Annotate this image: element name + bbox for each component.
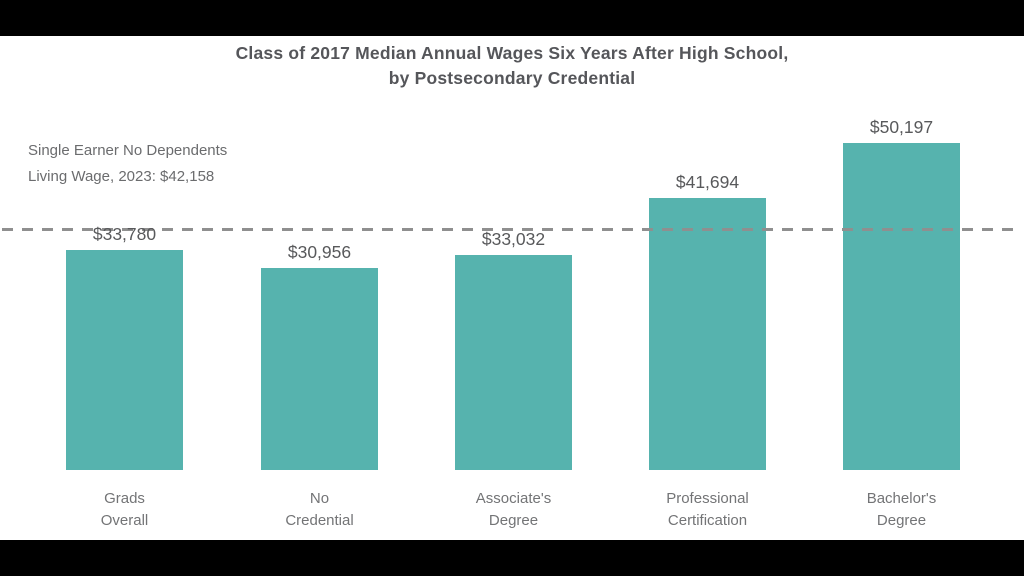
category-label-professional-certification: Professional Certification — [666, 490, 749, 529]
bar-bachelor-s-degree — [843, 143, 960, 470]
living-wage-reference-line — [2, 228, 1016, 231]
bar-value-no-credential: $30,956 — [287, 242, 352, 262]
bar-no-credential — [261, 268, 378, 470]
category-label-bachelor-s-degree: Bachelor's Degree — [866, 490, 937, 529]
bar-plot: $33,780 Grads Overall $30,956 No Credential… — [0, 36, 1024, 540]
bar-value-grads-overall: $33,780 — [92, 224, 157, 244]
reference-line-label-line1: Single Earner No Dependents — [28, 142, 228, 159]
bar-associate-s-degree — [455, 255, 572, 470]
chart-canvas: Class of 2017 Median Annual Wages Six Ye… — [0, 36, 1024, 540]
bar-value-associate-s-degree: $33,032 — [481, 229, 546, 249]
chart-title: Class of 2017 Median Annual Wages Six Ye… — [0, 41, 1024, 91]
bar-professional-certification — [649, 198, 766, 470]
category-label-no-credential: No Credential — [285, 490, 354, 529]
category-label-grads-overall: Grads Overall — [100, 490, 149, 529]
bar-value-bachelor-s-degree: $50,197 — [869, 117, 934, 137]
chart-title-line1: Class of 2017 Median Annual Wages Six Ye… — [235, 43, 789, 63]
category-label-associate-s-degree: Associate's Degree — [475, 490, 552, 529]
bar-value-professional-certification: $41,694 — [675, 172, 740, 192]
reference-line-label-line2: Living Wage, 2023: $42,158 — [28, 168, 215, 185]
reference-line-label: Single Earner No Dependents Living Wage,… — [28, 138, 227, 190]
bar-grads-overall — [66, 250, 183, 470]
chart-title-line2: by Postsecondary Credential — [388, 68, 636, 88]
